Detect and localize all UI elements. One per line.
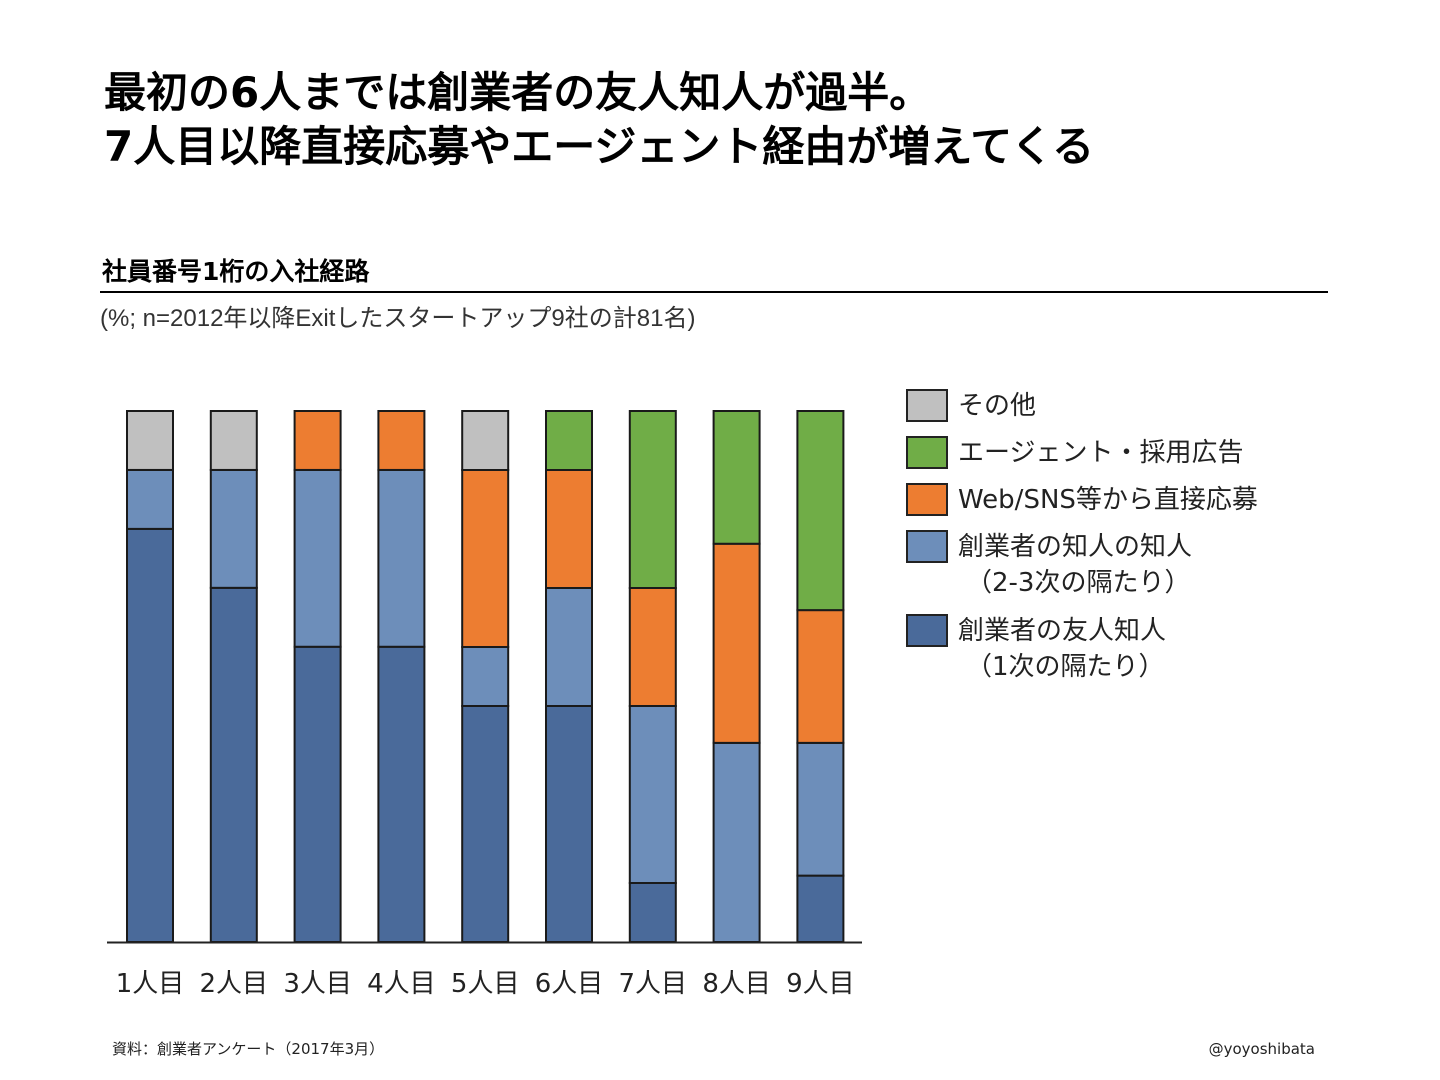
bar-segment-agent-8 <box>712 410 761 545</box>
bar-segment-direct-6 <box>545 469 593 589</box>
bar-segment-direct-3 <box>293 410 342 471</box>
legend-sublabel-friend: （1次の隔たり） <box>966 652 1165 682</box>
bar-segment-other-5 <box>461 410 510 471</box>
x-tick-label: 9人目 <box>786 969 855 999</box>
headline-line-2: 7人目以降直接応募やエージェント経由が増えてくる <box>104 122 1095 171</box>
legend-label-acquaintance: 創業者の知人の知人 <box>958 532 1193 562</box>
bar-segment-friend-1 <box>126 527 174 944</box>
bar-segment-acq2-8 <box>712 741 761 943</box>
bar-segment-direct-7 <box>628 587 677 707</box>
bar-segment-friend-9 <box>796 874 845 943</box>
legend-swatch-acquaintance <box>906 530 948 563</box>
bar-segment-friend-7 <box>628 882 677 943</box>
bar-segment-acq2-6 <box>545 587 593 707</box>
bar-segment-agent-9 <box>796 410 845 612</box>
x-tick-label: 5人目 <box>451 969 520 999</box>
stacked-bar-chart: 1人目 2人目 3人目 4人目 5人目 6人目 7人目 8人目 9人目 <box>107 410 862 999</box>
bar-segment-acq2-3 <box>293 468 342 648</box>
x-tick-label: 3人目 <box>283 969 352 999</box>
bar-segment-agent-7 <box>628 410 677 589</box>
bar-segment-acq2-5 <box>461 646 510 707</box>
legend-swatch-direct <box>906 483 948 516</box>
bar-segment-acq2-1 <box>126 468 174 530</box>
bar-segment-acq2-2 <box>209 468 258 589</box>
bar-segment-friend-6 <box>545 705 593 943</box>
bar-segment-direct-4 <box>377 410 426 471</box>
legend-sublabel-acquaintance: （2-3次の隔たり） <box>966 568 1191 598</box>
bar-segment-acq2-9 <box>796 741 845 877</box>
bar-segment-acq2-4 <box>377 468 426 648</box>
legend-swatch-other <box>906 389 948 422</box>
bar-segment-other-1 <box>126 410 174 471</box>
title-divider <box>100 291 1328 293</box>
source-note: 資料：創業者アンケート（2017年3月） <box>112 1040 385 1058</box>
author-credit: @yoyoshibata <box>1208 1040 1315 1058</box>
bar-segment-direct-5 <box>461 469 510 648</box>
bar-segment-acq2-7 <box>628 705 677 884</box>
legend-label-other: その他 <box>958 391 1037 421</box>
bar-segment-agent-6 <box>545 410 593 471</box>
legend-swatch-friend <box>906 614 948 647</box>
bar-segment-friend-4 <box>377 645 426 943</box>
x-tick-label: 4人目 <box>367 969 436 999</box>
x-tick-label: 2人目 <box>200 969 269 999</box>
bar-segment-friend-5 <box>461 705 510 943</box>
bar-segment-direct-8 <box>712 542 761 744</box>
legend-label-direct: Web/SNS等から直接応募 <box>958 485 1258 515</box>
x-tick-label: 1人目 <box>116 969 185 999</box>
bar-segment-other-2 <box>209 410 258 471</box>
x-tick-label: 7人目 <box>619 969 688 999</box>
chart-note: (%; n=2012年以降Exitしたスタートアップ9社の計81名) <box>100 305 696 332</box>
bar-segment-friend-3 <box>293 645 342 943</box>
chart-title: 社員番号1桁の入社経路 <box>102 257 370 286</box>
headline: 最初の6人までは創業者の友人知人が過半。 7人目以降直接応募やエージェント経由が… <box>104 66 1094 174</box>
legend-label-agent: エージェント・採用広告 <box>958 438 1244 468</box>
legend-label-friend: 創業者の友人知人 <box>958 616 1167 646</box>
bar-segment-direct-9 <box>796 609 845 744</box>
x-tick-label: 8人目 <box>702 969 771 999</box>
x-tick-label: 6人目 <box>535 969 604 999</box>
legend-swatch-agent <box>906 436 948 469</box>
headline-line-1: 最初の6人までは創業者の友人知人が過半。 <box>104 68 932 117</box>
bar-segment-friend-2 <box>209 586 258 943</box>
